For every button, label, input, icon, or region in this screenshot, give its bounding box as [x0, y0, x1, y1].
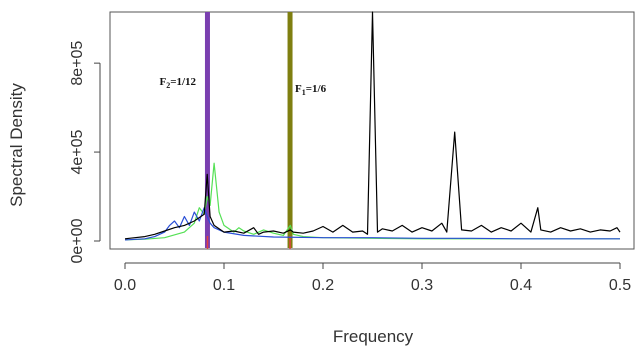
x-tick-label: 0.0	[114, 277, 136, 294]
series-layer	[124, 11, 621, 241]
reference-lines	[204, 12, 293, 249]
series-line-1	[124, 11, 621, 240]
reference-line-label-2: F1=1/6	[295, 83, 327, 97]
reference-line-label-1: F2=1/12	[159, 76, 196, 90]
series-line-3	[124, 162, 620, 241]
y-tick-label: 4e+05	[69, 129, 86, 174]
x-axis: 0.0 0.1 0.2 0.3 0.4 0.5	[114, 262, 631, 294]
reference-line-1	[204, 12, 210, 248]
x-tick-label: 0.1	[213, 277, 235, 294]
x-axis-title: Frequency	[333, 327, 414, 346]
x-tick-label: 0.2	[312, 277, 334, 294]
reference-line-2	[287, 12, 293, 248]
y-axis-title: Spectral Density	[7, 83, 26, 207]
x-tick-label: 0.5	[609, 277, 631, 294]
annotations: F2=1/12 F1=1/6	[159, 76, 326, 97]
y-tick-label: 0e+00	[69, 218, 86, 263]
y-tick-label: 8e+05	[69, 41, 86, 86]
y-axis: 0e+00 4e+05 8e+05	[69, 41, 101, 263]
series-line-2	[124, 207, 620, 241]
x-tick-label: 0.3	[411, 277, 433, 294]
x-tick-label: 0.4	[510, 277, 532, 294]
